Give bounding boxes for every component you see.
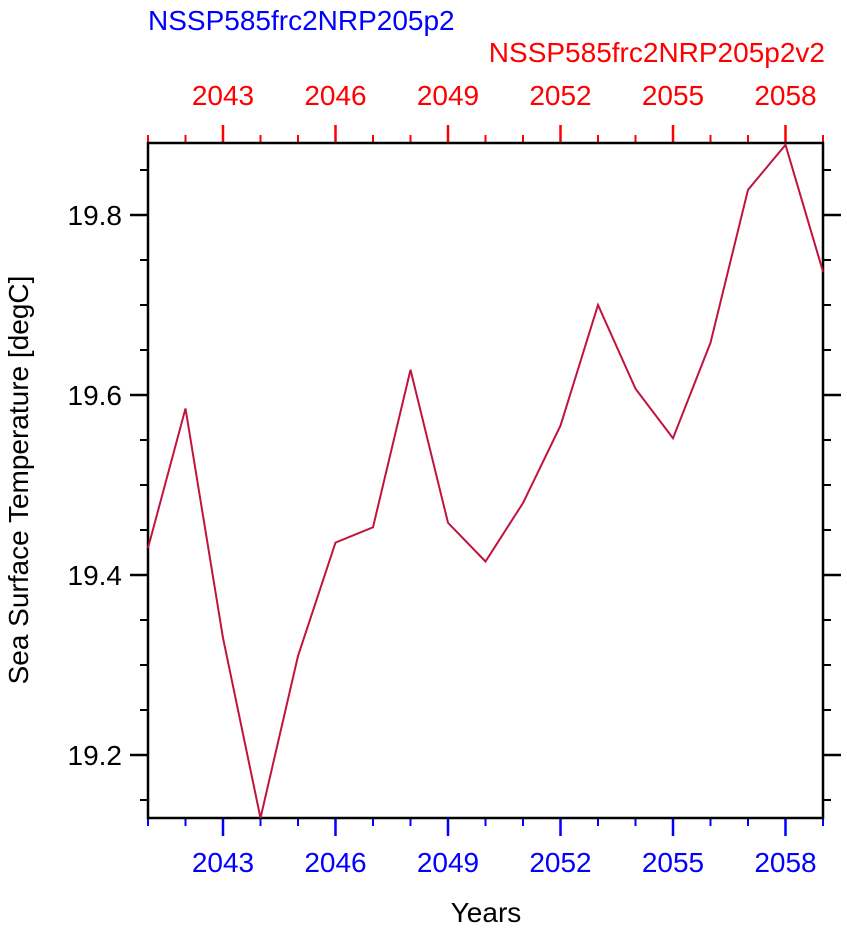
y-tick-label: 19.2 <box>68 740 123 771</box>
x-tick-label-bottom: 2052 <box>529 847 591 878</box>
chart-title-right: NSSP585frc2NRP205p2v2 <box>489 37 825 68</box>
x-tick-label-top: 2049 <box>417 80 479 111</box>
x-tick-label-bottom: 2043 <box>192 847 254 878</box>
chart-title-left: NSSP585frc2NRP205p2 <box>148 5 455 36</box>
y-axis-label: Sea Surface Temperature [degC] <box>3 276 34 685</box>
y-tick-label: 19.4 <box>68 560 123 591</box>
series-layer <box>147 142 824 819</box>
left-axis: 19.2 19.4 19.6 19.8 <box>68 169 148 801</box>
x-tick-label-top: 2043 <box>192 80 254 111</box>
x-tick-label-top: 2046 <box>304 80 366 111</box>
top-axis: 2043 2046 2049 2052 2055 2058 <box>147 80 824 143</box>
right-axis <box>823 169 841 801</box>
x-axis-label: Years <box>451 897 522 928</box>
x-tick-label-top: 2058 <box>754 80 816 111</box>
x-tick-label-bottom: 2055 <box>642 847 704 878</box>
y-tick-label: 19.6 <box>68 380 123 411</box>
x-tick-label-top: 2055 <box>642 80 704 111</box>
series-line <box>147 142 824 819</box>
x-tick-label-bottom: 2046 <box>304 847 366 878</box>
plot-frame <box>146 141 825 820</box>
x-tick-label-bottom: 2058 <box>754 847 816 878</box>
y-tick-label: 19.8 <box>68 200 123 231</box>
x-tick-label-bottom: 2049 <box>417 847 479 878</box>
bottom-axis: 2043 2046 2049 2052 2055 2058 <box>147 818 824 878</box>
x-tick-label-top: 2052 <box>529 80 591 111</box>
